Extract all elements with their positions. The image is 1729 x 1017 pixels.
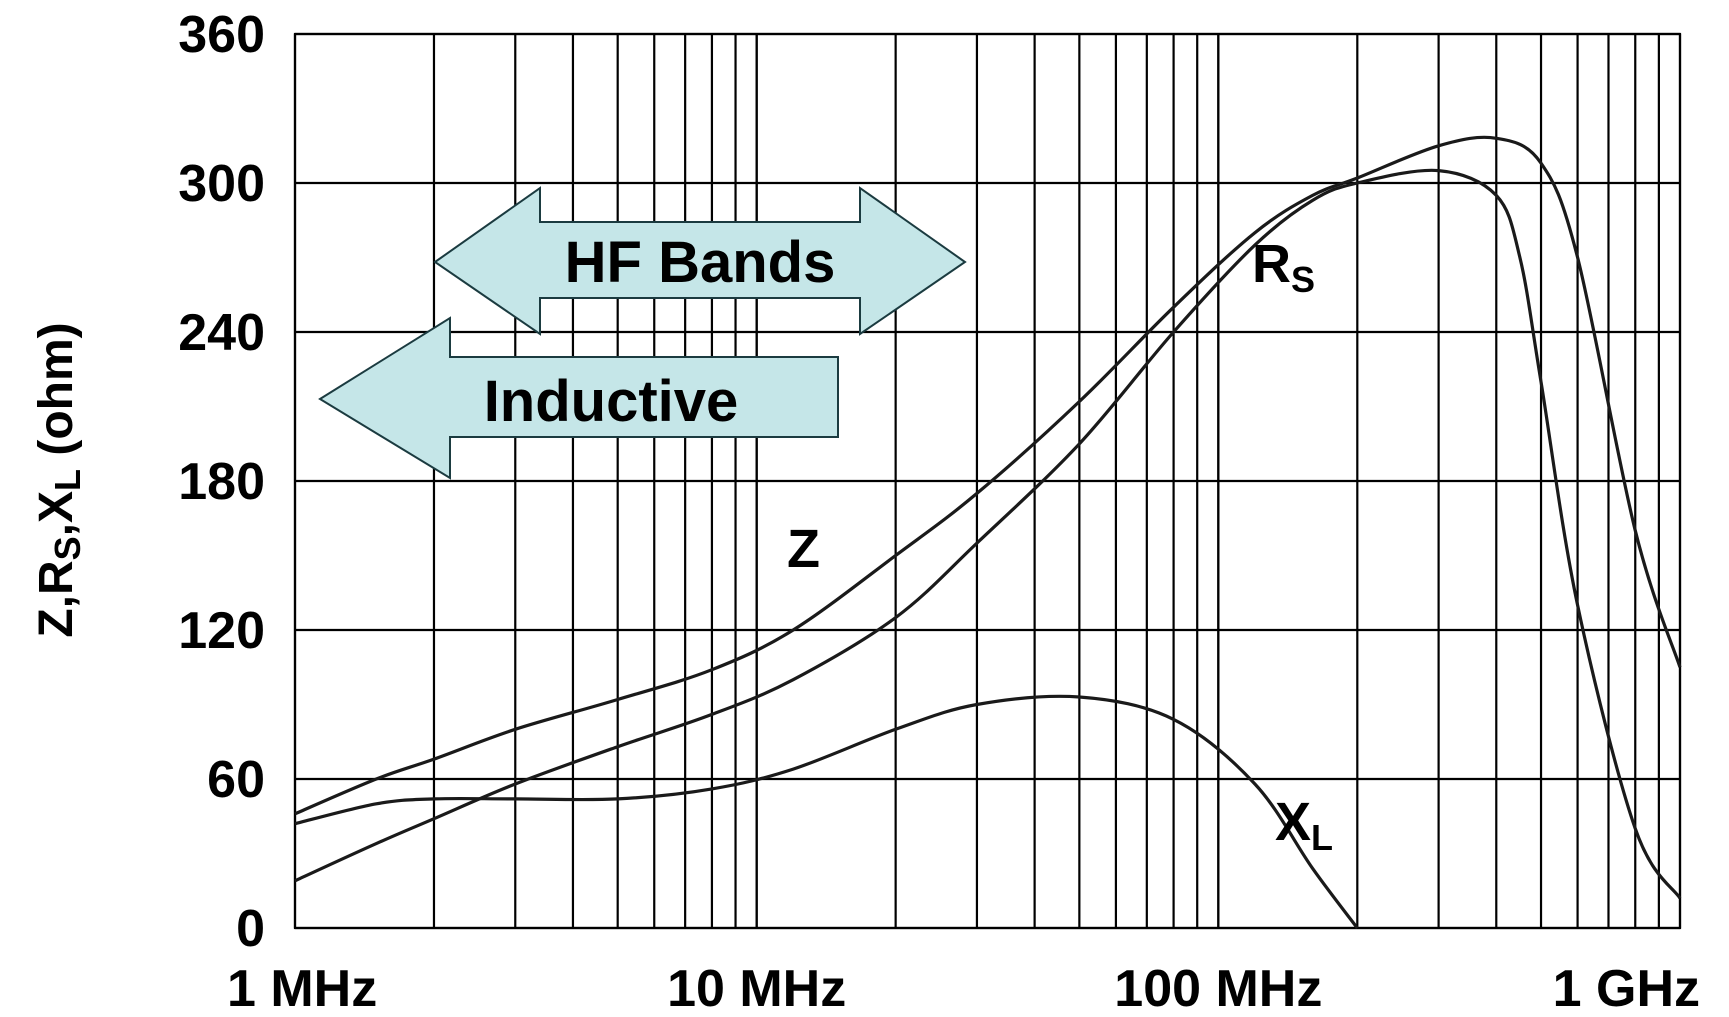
series-label-xl: XL — [1275, 792, 1333, 858]
y-tick-label: 180 — [178, 453, 265, 511]
series-line-rs — [294, 168, 1682, 900]
y-tick-label: 60 — [207, 751, 265, 809]
x-tick-label: 1 GHz — [1553, 960, 1700, 1017]
hf-bands-arrow: HF Bands — [433, 186, 967, 336]
y-tick-label: 120 — [178, 602, 265, 660]
x-tick-label: 1 MHz — [227, 960, 377, 1017]
inductive-arrow: Inductive — [318, 316, 839, 480]
inductive-label: Inductive — [484, 369, 739, 434]
xl-sub: L — [1311, 817, 1333, 858]
annotations: HF Bands Inductive — [318, 186, 967, 480]
y-tick-label: 240 — [178, 304, 265, 362]
y-tick-label: 360 — [178, 6, 265, 64]
series-label-z: Z — [787, 519, 820, 579]
y-tick-label: 0 — [236, 900, 265, 958]
series-label-rs: RS — [1252, 234, 1315, 300]
series-line-xl — [294, 694, 1359, 929]
y-tick-label: 300 — [178, 155, 265, 213]
series — [294, 135, 1682, 929]
series-labels: Z RS XL — [787, 234, 1333, 858]
rs-sub: S — [1291, 259, 1315, 300]
y-tick-labels: 0 60 120 180 240 300 360 — [178, 6, 265, 958]
x-tick-labels: 1 MHz 10 MHz 100 MHz 1 GHz — [227, 960, 1700, 1017]
grid — [293, 32, 1682, 930]
y-axis-label: Z,RS,XL (ohm) — [30, 322, 88, 637]
hf-bands-label: HF Bands — [565, 230, 836, 295]
x-tick-label: 10 MHz — [667, 960, 846, 1017]
xl-main: X — [1275, 792, 1311, 852]
rs-main: R — [1252, 234, 1291, 294]
series-line-z — [294, 135, 1682, 816]
x-tick-label: 100 MHz — [1114, 960, 1322, 1017]
